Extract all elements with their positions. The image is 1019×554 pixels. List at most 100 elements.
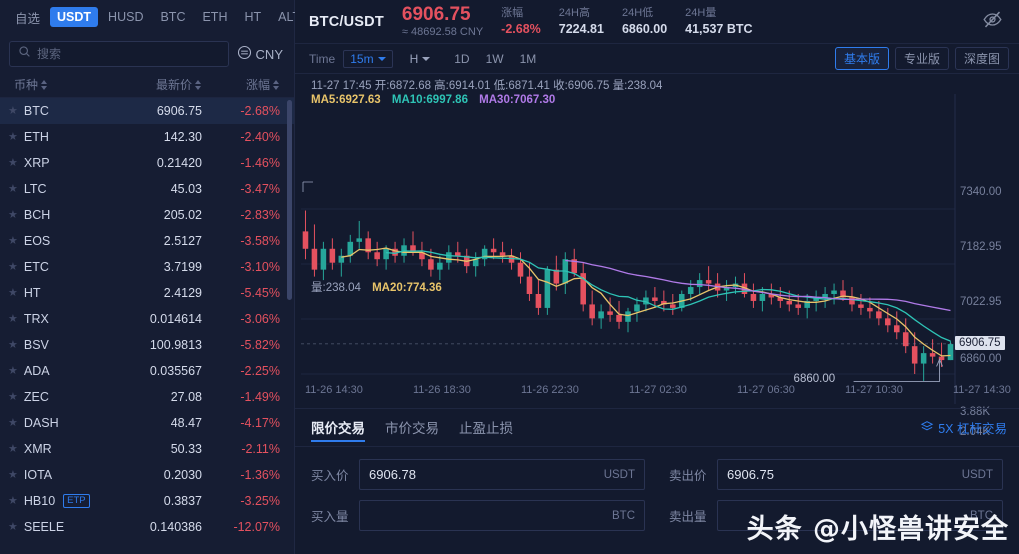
coin-price: 2.4129 (163, 286, 202, 300)
hour-value: H (409, 51, 419, 66)
coin-row-eth[interactable]: ★ ETH 142.30 -2.40% (0, 124, 294, 150)
sort-icon-price[interactable] (195, 79, 202, 90)
sell-amount-box[interactable]: BTC (717, 500, 1003, 531)
market-tab-自选[interactable]: 自选 (15, 11, 41, 26)
search-input[interactable] (37, 47, 220, 61)
market-tab-usdt[interactable]: USDT (50, 7, 99, 27)
time-tick-3: 11-27 02:30 (629, 384, 687, 396)
sell-price-input[interactable] (727, 467, 956, 482)
sidebar-scrollbar[interactable] (287, 100, 292, 300)
ticker-stat-0: 涨幅 -2.68% (501, 6, 541, 37)
coin-symbol-cell: ★ BSV (8, 338, 124, 352)
ticker-stat-1: 24H高 7224.81 (559, 6, 604, 37)
coin-row-xmr[interactable]: ★ XMR 50.33 -2.11% (0, 436, 294, 462)
favorite-star-icon[interactable]: ★ (8, 156, 18, 169)
favorite-star-icon[interactable]: ★ (8, 338, 18, 351)
buy-price-input[interactable] (369, 467, 598, 482)
coin-symbol-cell: ★ ZEC (8, 390, 124, 404)
order-tab-0[interactable]: 限价交易 (311, 409, 365, 447)
favorite-star-icon[interactable]: ★ (8, 468, 18, 481)
view-button-2[interactable]: 深度图 (954, 47, 1009, 70)
time-tick-0: 11-26 14:30 (305, 384, 363, 396)
eye-off-icon[interactable] (982, 9, 1009, 35)
order-tab-2[interactable]: 止盈止损 (459, 420, 513, 436)
favorite-star-icon[interactable]: ★ (8, 104, 18, 117)
range-button-1w[interactable]: 1W (485, 51, 504, 66)
coin-price: 142.30 (163, 130, 202, 144)
coin-row-etc[interactable]: ★ ETC 3.7199 -3.10% (0, 254, 294, 280)
column-header-change[interactable]: 涨幅 (202, 76, 280, 93)
sort-icon-symbol[interactable] (41, 79, 48, 90)
coin-row-trx[interactable]: ★ TRX 0.014614 -3.06% (0, 306, 294, 332)
market-tab-btc[interactable]: BTC (160, 10, 186, 24)
coin-change: -3.06% (240, 312, 280, 326)
view-button-0[interactable]: 基本版 (834, 47, 889, 70)
favorite-star-icon[interactable]: ★ (8, 390, 18, 403)
favorite-star-icon[interactable]: ★ (8, 312, 18, 325)
coin-change: -1.36% (240, 468, 280, 482)
favorite-star-icon[interactable]: ★ (8, 182, 18, 195)
coin-symbol-cell: ★ ETC (8, 260, 124, 274)
favorite-star-icon[interactable]: ★ (8, 364, 18, 377)
pair-title: BTC/USDT (309, 13, 384, 30)
favorite-star-icon[interactable]: ★ (8, 286, 18, 299)
market-tab-eth[interactable]: ETH (202, 10, 228, 24)
coin-change: -2.40% (240, 130, 280, 144)
buy-price-box[interactable]: USDT (359, 459, 645, 490)
sell-amount-row: 卖出量 BTC (669, 500, 1003, 531)
coin-symbol: IOTA (23, 468, 53, 482)
stat-value: 41,537 BTC (685, 21, 753, 36)
coin-row-ht[interactable]: ★ HT 2.4129 -5.45% (0, 280, 294, 306)
interval-selector[interactable]: 15m (343, 49, 393, 68)
search-box[interactable] (9, 41, 229, 67)
last-price: 6906.75 (401, 4, 471, 26)
coin-row-seele[interactable]: ★ SEELE 0.140386 -12.07% (0, 514, 294, 540)
range-button-1m[interactable]: 1M (519, 51, 537, 66)
time-tick-4: 11-27 06:30 (737, 384, 795, 396)
range-button-1d[interactable]: 1D (454, 51, 470, 66)
time-tick-6: 11-27 14:30 (953, 384, 1011, 396)
coin-row-bsv[interactable]: ★ BSV 100.9813 -5.82% (0, 332, 294, 358)
column-header-price[interactable]: 最新价 (124, 76, 202, 93)
coin-row-ada[interactable]: ★ ADA 0.035567 -2.25% (0, 358, 294, 384)
coin-symbol: HB10 (23, 494, 56, 508)
coin-symbol-cell: ★ HT (8, 286, 124, 300)
price-tick-3: 6860.00 (960, 353, 1002, 366)
hour-selector[interactable]: H (403, 50, 438, 68)
coin-row-dash[interactable]: ★ DASH 48.47 -4.17% (0, 410, 294, 436)
order-tab-1[interactable]: 市价交易 (385, 420, 439, 436)
favorite-star-icon[interactable]: ★ (8, 234, 18, 247)
favorite-star-icon[interactable]: ★ (8, 520, 18, 533)
column-header-symbol[interactable]: 币种 (14, 76, 124, 93)
coin-row-hb10[interactable]: ★ HB10 ETP 0.3837 -3.25% (0, 488, 294, 514)
coin-row-bch[interactable]: ★ BCH 205.02 -2.83% (0, 202, 294, 228)
coin-row-btc[interactable]: ★ BTC 6906.75 -2.68% (0, 98, 294, 124)
favorite-star-icon[interactable]: ★ (8, 130, 18, 143)
favorite-star-icon[interactable]: ★ (8, 494, 18, 507)
coin-row-zec[interactable]: ★ ZEC 27.08 -1.49% (0, 384, 294, 410)
price-chart[interactable]: 11-27 17:45 开:6872.68 高:6914.01 低:6871.4… (295, 74, 1019, 438)
coin-symbol-cell: ★ ETH (8, 130, 124, 144)
coin-symbol-cell: ★ LTC (8, 182, 124, 196)
currency-selector[interactable]: CNY (237, 45, 285, 63)
coin-list[interactable]: ★ BTC 6906.75 -2.68% ★ ETH 142.30 -2.40% ★ XRP 0.2… (0, 98, 294, 554)
sort-icon-change[interactable] (273, 79, 280, 90)
favorite-star-icon[interactable]: ★ (8, 416, 18, 429)
favorite-star-icon[interactable]: ★ (8, 442, 18, 455)
sell-price-box[interactable]: USDT (717, 459, 1003, 490)
coin-row-iota[interactable]: ★ IOTA 0.2030 -1.36% (0, 462, 294, 488)
favorite-star-icon[interactable]: ★ (8, 260, 18, 273)
buy-amount-box[interactable]: BTC (359, 500, 645, 531)
coin-row-ltc[interactable]: ★ LTC 45.03 -3.47% (0, 176, 294, 202)
stat-label: 24H高 (558, 7, 590, 20)
favorite-star-icon[interactable]: ★ (8, 208, 18, 221)
coin-price: 0.140386 (149, 520, 202, 534)
buy-amount-input[interactable] (369, 508, 606, 523)
sell-amount-input[interactable] (727, 508, 964, 523)
coin-row-xrp[interactable]: ★ XRP 0.21420 -1.46% (0, 150, 294, 176)
coin-row-eos[interactable]: ★ EOS 2.5127 -3.58% (0, 228, 294, 254)
leverage-link[interactable]: 5X 杠杆交易 (920, 418, 1007, 437)
market-tab-husd[interactable]: HUSD (108, 10, 144, 24)
market-tab-ht[interactable]: HT (244, 10, 262, 24)
view-button-1[interactable]: 专业版 (894, 47, 949, 70)
